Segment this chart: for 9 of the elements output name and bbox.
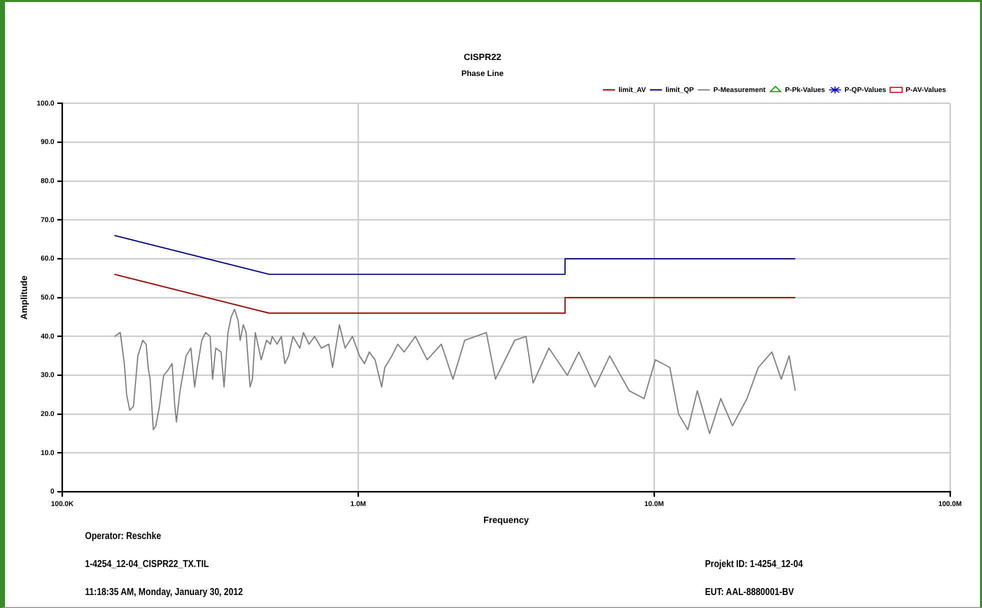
text: 1-4254_12-04_CISPR22_TX.TIL bbox=[85, 559, 209, 570]
y-axis-title: Amplitude bbox=[18, 276, 29, 320]
text: 11:18:35 AM, Monday, January 30, 2012 bbox=[85, 587, 243, 598]
text: EUT: AAL-8880001-BV bbox=[705, 587, 794, 598]
text: Operator: Reschke bbox=[85, 531, 162, 542]
x-axis-title: Frequency bbox=[483, 515, 529, 526]
text: Projekt ID: 1-4254_12-04 bbox=[705, 559, 803, 570]
chart-title: CISPR22 bbox=[464, 52, 502, 62]
chart-subtitle: Phase Line bbox=[461, 68, 504, 78]
